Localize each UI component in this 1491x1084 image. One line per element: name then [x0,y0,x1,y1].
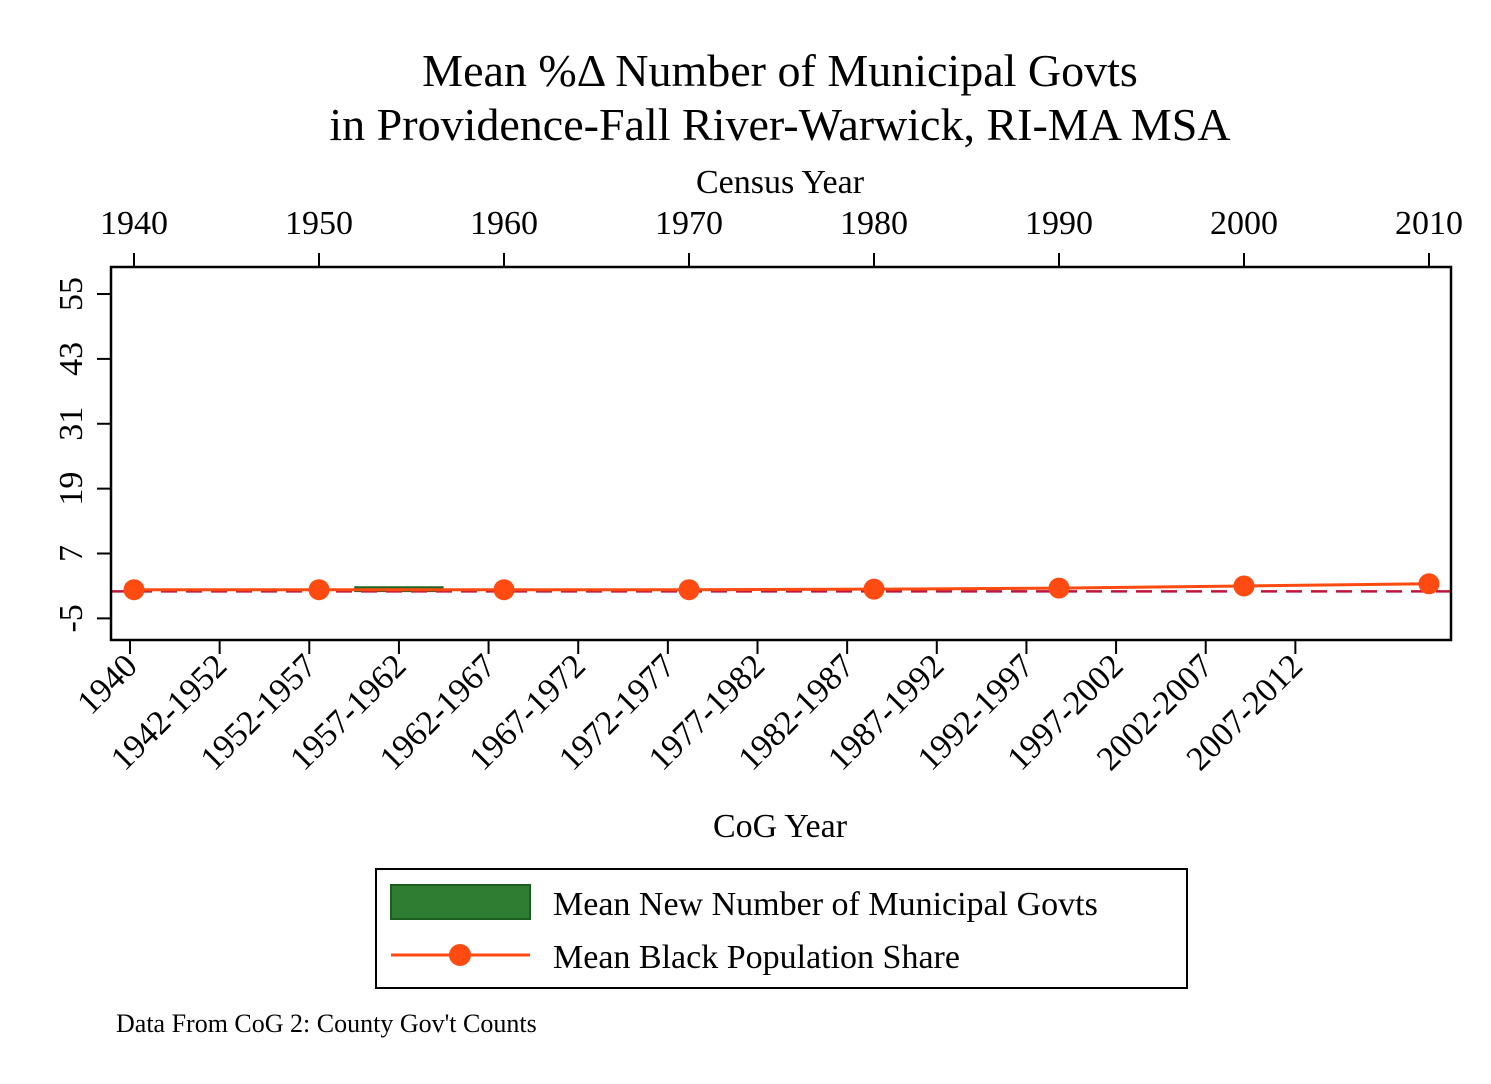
top-tick-label: 2010 [1395,205,1463,242]
series-point [863,578,885,600]
series-point [123,579,145,601]
series-point [1418,573,1440,595]
top-tick-label: 1940 [100,205,168,242]
y-axis: 55 43 31 19 7 -5 [53,277,111,633]
series-point [308,579,330,601]
chart-title-line1: Mean %Δ Number of Municipal Govts [422,45,1138,96]
y-tick-label: 19 [53,472,90,506]
series-point [678,579,700,601]
legend-label-bar: Mean New Number of Municipal Govts [553,886,1098,923]
top-tick-label: 1970 [655,205,723,242]
series-point [1048,577,1070,599]
legend-label-line: Mean Black Population Share [553,939,960,976]
top-tick-label: 1990 [1025,205,1093,242]
series-line [134,582,1430,592]
top-tick-label: 2000 [1210,205,1278,242]
series-point [1233,575,1255,597]
legend: Mean New Number of Municipal Govts Mean … [375,868,1188,989]
y-tick-label: -5 [53,604,90,632]
y-tick-label: 43 [53,342,90,376]
top-tick-label: 1980 [840,205,908,242]
plot-area [111,573,1451,601]
plot-frame [109,265,1453,642]
bottom-axis: 19401942-19521952-19571957-19621962-1967… [70,640,1310,778]
top-axis-title: Census Year [696,164,865,201]
bottom-axis-title: CoG Year [713,808,848,845]
y-tick-label: 31 [53,407,90,441]
top-axis: 1940 1950 1960 1970 1980 1990 2000 2010 [100,205,1463,267]
legend-swatch-bar [390,884,531,920]
legend-swatch-marker [449,944,471,966]
series-point [493,579,515,601]
top-tick-label: 1960 [470,205,538,242]
y-tick-label: 7 [53,545,90,562]
chart-title-line2: in Providence-Fall River-Warwick, RI-MA … [329,99,1230,150]
top-tick-label: 1950 [285,205,353,242]
y-tick-label: 55 [53,277,90,311]
bottom-tick-label: 1940 [70,647,144,721]
source-note: Data From CoG 2: County Gov't Counts [116,1009,537,1038]
